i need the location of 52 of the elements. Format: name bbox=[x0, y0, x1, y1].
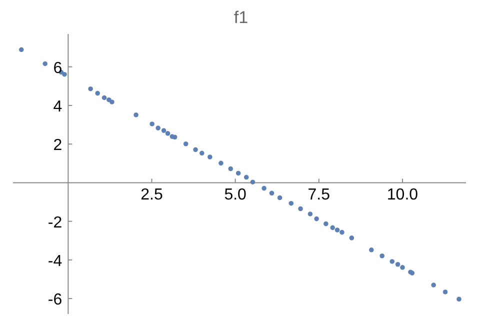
y-tick-label: 6 bbox=[53, 60, 62, 77]
point bbox=[165, 131, 170, 136]
x-tick-label: 5.0 bbox=[224, 186, 247, 204]
point bbox=[110, 100, 114, 104]
point bbox=[18, 47, 24, 52]
point bbox=[102, 95, 107, 100]
y-tick-label: -2 bbox=[48, 214, 62, 232]
point bbox=[236, 170, 241, 176]
y-tick-label: 2 bbox=[53, 137, 62, 154]
point bbox=[161, 128, 166, 133]
point bbox=[228, 166, 234, 172]
point bbox=[390, 259, 395, 264]
point bbox=[193, 147, 198, 152]
y-tick-label: -6 bbox=[48, 292, 62, 309]
point bbox=[349, 236, 354, 240]
y-tick-label: -4 bbox=[48, 252, 62, 270]
point bbox=[277, 195, 282, 200]
point bbox=[334, 228, 340, 232]
point bbox=[269, 190, 274, 196]
point bbox=[380, 253, 384, 258]
point bbox=[88, 86, 93, 92]
point bbox=[442, 290, 448, 294]
point bbox=[208, 154, 212, 160]
point bbox=[298, 206, 303, 212]
point bbox=[250, 180, 256, 185]
point bbox=[288, 200, 294, 206]
point bbox=[183, 141, 188, 146]
point bbox=[95, 90, 100, 96]
point bbox=[62, 72, 67, 77]
point bbox=[330, 225, 336, 230]
x-tick-label: 10.0 bbox=[386, 186, 418, 204]
point bbox=[431, 282, 436, 288]
point bbox=[308, 212, 313, 216]
point bbox=[340, 230, 344, 235]
x-tick-label: 7.5 bbox=[308, 186, 330, 204]
point bbox=[400, 265, 405, 270]
point bbox=[218, 160, 224, 166]
point bbox=[150, 122, 154, 126]
point bbox=[456, 296, 462, 302]
point bbox=[42, 61, 48, 66]
point bbox=[156, 126, 160, 130]
point bbox=[314, 216, 319, 222]
point bbox=[134, 112, 138, 118]
point bbox=[199, 150, 204, 156]
point bbox=[368, 247, 374, 252]
point bbox=[324, 221, 328, 226]
point bbox=[262, 186, 266, 191]
chart-title: f1 bbox=[232, 8, 250, 28]
point bbox=[395, 262, 400, 267]
x-tick-label: 2.5 bbox=[140, 186, 163, 204]
point bbox=[244, 174, 249, 180]
y-tick-label: 4 bbox=[53, 98, 62, 116]
